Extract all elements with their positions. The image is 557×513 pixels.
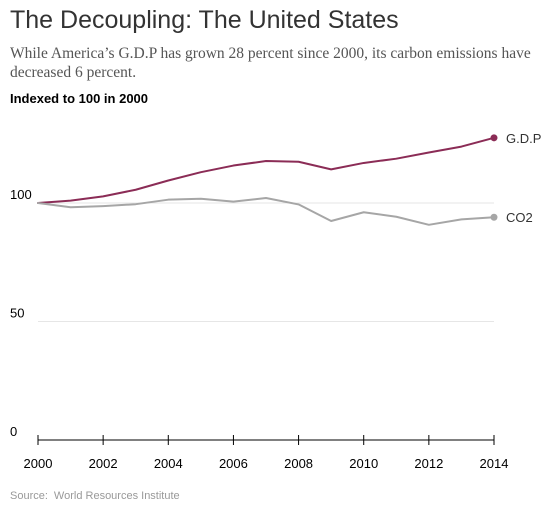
x-tick-label-2000: 2000 [24, 456, 53, 471]
y-tick-labels: 0 50 100 [10, 187, 32, 439]
series-label-g-d-p: G.D.P [506, 131, 541, 146]
x-tick-labels: 2000 2002 2004 2006 2008 2010 2012 2014 [24, 456, 509, 471]
series-line-g-d-p [37, 136, 495, 204]
source-label: Source: [10, 490, 48, 502]
y-tick-label-0: 0 [10, 424, 17, 439]
axes [37, 435, 495, 445]
chart-subtitle: While America’s G.D.P has grown 28 perce… [10, 45, 531, 81]
x-tick-label-2012: 2012 [414, 456, 443, 471]
series-lines [37, 134, 498, 226]
x-tick-label-2006: 2006 [219, 456, 248, 471]
data-point-co2-2014 [490, 213, 498, 221]
y-tick-label-100: 100 [10, 187, 32, 202]
index-note: Indexed to 100 in 2000 [10, 91, 149, 106]
series-line-co2 [37, 197, 495, 226]
series-end-labels: G.D.P CO2 [506, 131, 541, 225]
source-text: World Resources Institute [53, 490, 180, 502]
chart-title: The Decoupling: The United States [10, 6, 399, 34]
x-tick-label-2004: 2004 [154, 456, 183, 471]
x-tick-label-2010: 2010 [349, 456, 378, 471]
x-tick-label-2008: 2008 [284, 456, 313, 471]
y-tick-label-50: 50 [10, 306, 24, 321]
series-label-co2: CO2 [506, 210, 533, 225]
x-tick-label-2002: 2002 [89, 456, 118, 471]
x-tick-label-2014: 2014 [480, 456, 509, 471]
gridlines [38, 202, 494, 322]
source-note: Source: World Resources Institute [10, 490, 180, 502]
data-point-g-d-p-2014 [490, 134, 498, 142]
